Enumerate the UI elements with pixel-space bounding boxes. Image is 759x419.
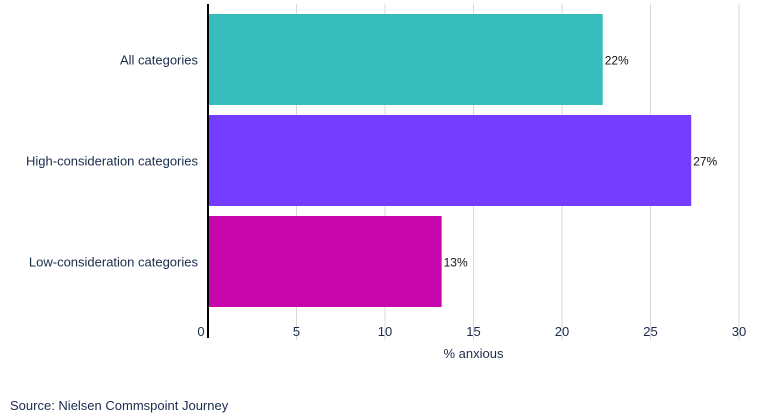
bar-1 [208, 115, 692, 206]
x-tick-labels: 0 5 10 15 20 25 30 [197, 324, 746, 339]
category-label-2: Low-consideration categories [29, 255, 199, 270]
x-tick-10: 10 [378, 324, 392, 339]
x-tick-5: 5 [293, 324, 300, 339]
bar-2 [208, 216, 442, 307]
x-tick-25: 25 [643, 324, 657, 339]
data-label-0: 22% [605, 54, 629, 68]
category-label-0: All categories [120, 53, 199, 68]
data-labels: 22% 27% 13% [444, 54, 718, 270]
x-tick-0: 0 [197, 324, 204, 339]
x-tick-30: 30 [732, 324, 746, 339]
x-tick-20: 20 [555, 324, 569, 339]
data-label-2: 13% [444, 256, 468, 270]
source-note: Source: Nielsen Commspoint Journey [10, 398, 229, 413]
category-label-1: High-consideration categories [26, 154, 198, 169]
x-axis-title: % anxious [444, 346, 504, 361]
bar-chart: All categories High-consideration categor… [26, 4, 746, 361]
bar-0 [208, 14, 603, 105]
data-label-1: 27% [693, 155, 717, 169]
bars [208, 14, 692, 307]
category-labels: All categories High-consideration categor… [26, 53, 198, 270]
x-tick-15: 15 [466, 324, 480, 339]
